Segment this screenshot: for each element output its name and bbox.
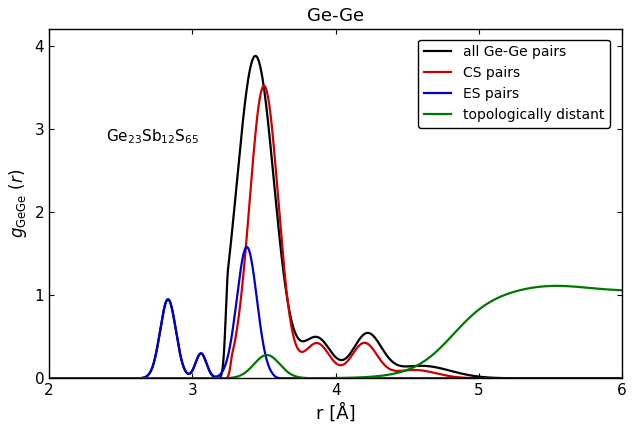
topologically distant bbox=[573, 284, 580, 289]
Line: CS pairs: CS pairs bbox=[49, 86, 622, 378]
CS pairs bbox=[573, 376, 580, 381]
all Ge-Ge pairs bbox=[252, 53, 259, 58]
CS pairs bbox=[261, 83, 268, 88]
topologically distant bbox=[318, 375, 325, 381]
all Ge-Ge pairs bbox=[573, 376, 580, 381]
topologically distant bbox=[286, 371, 294, 376]
topologically distant bbox=[462, 319, 469, 324]
ES pairs bbox=[462, 376, 470, 381]
CS pairs bbox=[318, 343, 325, 348]
all Ge-Ge pairs bbox=[601, 376, 609, 381]
all Ge-Ge pairs bbox=[291, 329, 299, 334]
Line: topologically distant: topologically distant bbox=[49, 286, 622, 378]
topologically distant bbox=[601, 287, 609, 292]
all Ge-Ge pairs bbox=[618, 376, 626, 381]
CS pairs bbox=[462, 375, 469, 381]
ES pairs bbox=[243, 244, 250, 249]
CS pairs bbox=[286, 316, 294, 321]
ES pairs bbox=[450, 376, 457, 381]
Line: ES pairs: ES pairs bbox=[49, 247, 622, 378]
topologically distant bbox=[618, 288, 626, 293]
CS pairs bbox=[601, 376, 609, 381]
all Ge-Ge pairs bbox=[462, 372, 469, 377]
ES pairs bbox=[618, 376, 626, 381]
ES pairs bbox=[45, 376, 53, 381]
Text: Ge$_{23}$Sb$_{12}$S$_{65}$: Ge$_{23}$Sb$_{12}$S$_{65}$ bbox=[107, 127, 200, 146]
all Ge-Ge pairs bbox=[318, 337, 325, 342]
topologically distant bbox=[290, 373, 298, 378]
all Ge-Ge pairs bbox=[286, 311, 294, 316]
Title: Ge-Ge: Ge-Ge bbox=[307, 7, 364, 25]
topologically distant bbox=[45, 376, 53, 381]
ES pairs bbox=[318, 376, 325, 381]
topologically distant bbox=[553, 283, 560, 289]
CS pairs bbox=[618, 376, 626, 381]
CS pairs bbox=[45, 376, 53, 381]
Line: all Ge-Ge pairs: all Ge-Ge pairs bbox=[49, 56, 622, 378]
CS pairs bbox=[291, 338, 299, 343]
ES pairs bbox=[291, 376, 299, 381]
Y-axis label: $g_{\mathrm{GeGe}}\ (r)$: $g_{\mathrm{GeGe}}\ (r)$ bbox=[7, 169, 29, 238]
ES pairs bbox=[286, 376, 294, 381]
ES pairs bbox=[601, 376, 609, 381]
all Ge-Ge pairs bbox=[45, 376, 53, 381]
X-axis label: r [Å]: r [Å] bbox=[316, 404, 356, 423]
Legend: all Ge-Ge pairs, CS pairs, ES pairs, topologically distant: all Ge-Ge pairs, CS pairs, ES pairs, top… bbox=[418, 40, 609, 128]
ES pairs bbox=[573, 376, 580, 381]
